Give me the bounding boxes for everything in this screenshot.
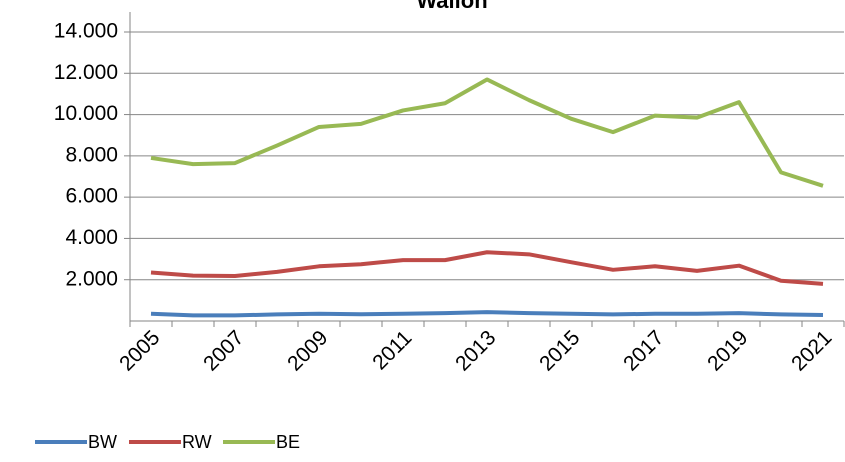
y-tick-label: 4.000 [65, 226, 118, 249]
legend-label: BE [276, 432, 300, 452]
x-tick-label: 2005 [115, 326, 164, 375]
x-tick-label: 2017 [619, 326, 668, 375]
x-tick-label: 2009 [283, 326, 332, 375]
x-tick-label: 2019 [703, 326, 752, 375]
series-line [150, 250, 824, 286]
y-tick-label: 6.000 [65, 185, 118, 208]
legend-label: RW [182, 432, 212, 452]
x-tick-label: 2021 [787, 326, 836, 375]
y-tick-label: 10.000 [54, 102, 118, 125]
legend-label: BW [88, 432, 117, 452]
y-tick-label: 2.000 [65, 267, 118, 290]
y-tick-label: 8.000 [65, 143, 118, 166]
series-line [150, 77, 824, 188]
y-tick-label: 12.000 [54, 61, 118, 84]
x-tick-label: 2007 [199, 326, 248, 375]
x-tick-label: 2015 [535, 326, 584, 375]
x-tick-label: 2011 [368, 326, 416, 374]
x-tick-label: 2013 [451, 326, 500, 375]
series-line [150, 310, 824, 318]
chart-title: Wallon [416, 0, 487, 13]
y-tick-label: 14.000 [54, 20, 118, 43]
